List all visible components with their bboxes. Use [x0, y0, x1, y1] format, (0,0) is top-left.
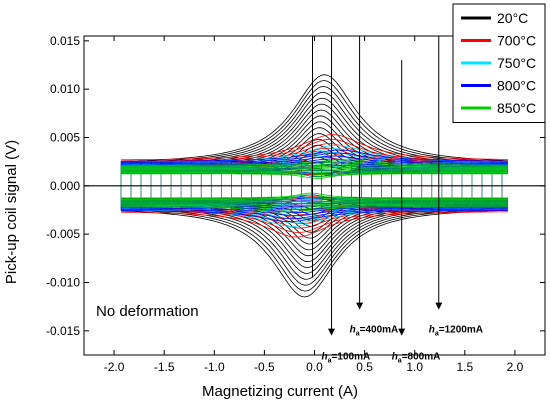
- y-axis-label: Pick-up coil signal (V): [3, 140, 20, 284]
- legend-label: 750°C: [497, 55, 536, 71]
- loop-lower: [121, 210, 508, 234]
- loop-upper: [121, 74, 508, 162]
- loop-lower: [121, 205, 508, 213]
- arrows-layer: [311, 36, 443, 336]
- note-text: No deformation: [96, 303, 199, 320]
- arrow-head: [356, 302, 364, 310]
- y-tick-label: 0.015: [50, 34, 80, 48]
- loop-upper: [121, 151, 508, 165]
- loop-upper: [121, 173, 508, 180]
- loop-lower: [121, 210, 508, 222]
- curves-layer: [120, 74, 508, 298]
- x-tick-label: -0.5: [254, 360, 275, 374]
- loop-upper: [121, 149, 508, 162]
- y-tick-label: -0.010: [46, 276, 80, 290]
- annotations-layer: ha=100mA ha=400mA ha=800mA ha=1200mA: [322, 324, 483, 364]
- loop-upper: [121, 172, 508, 178]
- loop-lower: [121, 196, 508, 201]
- legend-label: 850°C: [497, 100, 536, 116]
- x-tick-label: 2.0: [507, 360, 524, 374]
- loop-lower: [121, 202, 508, 204]
- arrow-head: [435, 302, 443, 310]
- x-axis-label: Magnetizing current (A): [202, 383, 358, 400]
- loop-upper: [121, 134, 508, 161]
- x-tick-label: 0.5: [356, 360, 373, 374]
- loop-upper: [121, 163, 508, 168]
- loop-lower: [121, 204, 508, 211]
- loop-upper: [121, 159, 508, 166]
- arrow-head: [398, 328, 406, 336]
- loop-upper: [121, 138, 508, 162]
- loop-lower: [121, 211, 508, 238]
- y-tick-label: 0.010: [50, 82, 80, 96]
- y-tick-label: 0.005: [50, 131, 80, 145]
- loop-upper: [121, 155, 508, 164]
- loop-lower: [121, 203, 508, 206]
- loop-upper: [121, 161, 508, 167]
- x-tick-label: 1.0: [406, 360, 423, 374]
- loop-upper: [121, 148, 508, 164]
- x-tick-label: -1.5: [154, 360, 175, 374]
- loop-lower: [121, 194, 508, 200]
- x-tick-label: -2.0: [104, 360, 125, 374]
- legend-label: 700°C: [497, 33, 536, 49]
- loop-lower: [121, 206, 508, 220]
- loop-lower: [121, 198, 508, 201]
- loop-upper: [121, 167, 508, 170]
- legend-label: 800°C: [497, 78, 536, 94]
- loop-lower: [121, 204, 508, 209]
- legend-label: 20°C: [497, 10, 528, 26]
- y-tick-label: -0.005: [46, 227, 80, 241]
- x-tick-label: 0.0: [306, 360, 323, 374]
- current-annotation: ha=400mA: [350, 324, 399, 337]
- loop-upper: [121, 152, 508, 163]
- y-tick-label: -0.015: [46, 324, 80, 338]
- loop-lower: [121, 208, 508, 219]
- loop-lower: [121, 209, 508, 298]
- arrow-head: [328, 328, 336, 336]
- loop-upper: [121, 170, 508, 173]
- legend: 20°C 700°C 750°C 800°C 850°C: [452, 3, 546, 123]
- loop-lower: [121, 192, 508, 199]
- x-tick-label: 1.5: [456, 360, 473, 374]
- axes-layer: -2.0 -1.5 -1.0 -0.5 0.0 0.5 1.0 1.5 2.0 -0.015 -0.…: [46, 34, 546, 374]
- loop-lower: [121, 207, 508, 217]
- current-annotation: ha=800mA: [392, 351, 441, 364]
- loop-upper: [121, 165, 508, 169]
- current-annotation: ha=100mA: [322, 351, 371, 364]
- y-tick-label: 0.000: [50, 179, 80, 193]
- x-tick-label: -1.0: [204, 360, 225, 374]
- current-annotation: ha=1200mA: [429, 324, 483, 337]
- loop-upper: [121, 171, 508, 175]
